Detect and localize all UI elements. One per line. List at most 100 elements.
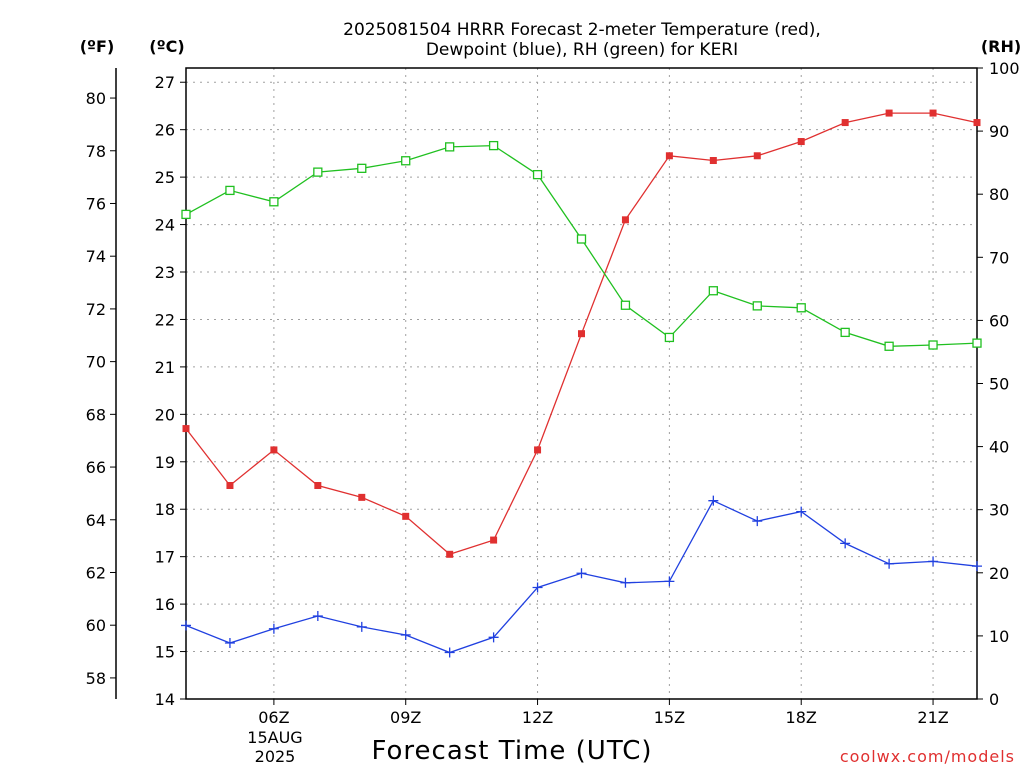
rh-point <box>532 169 543 180</box>
celsius-tick-label: 27 <box>155 73 175 92</box>
dewpoint-point <box>796 506 807 517</box>
dewpoint-point <box>620 577 631 588</box>
celsius-tick-label: 24 <box>155 216 175 235</box>
rh-point <box>708 286 718 296</box>
dewpoint-point <box>708 495 719 506</box>
dewpoint-point <box>972 561 982 572</box>
date-label-day: 15AUG <box>247 728 302 747</box>
fahrenheit-tick-label: 74 <box>86 247 106 266</box>
fahrenheit-tick-label: 66 <box>86 458 106 477</box>
rh-tick-label: 60 <box>989 311 1009 330</box>
rh-point <box>752 301 762 311</box>
temperature-point <box>929 109 937 117</box>
chart-title: 2025081504 HRRR Forecast 2-meter Tempera… <box>343 20 821 60</box>
temperature-point <box>973 119 981 127</box>
celsius-tick-label: 23 <box>155 263 175 282</box>
temperature-point <box>753 152 761 160</box>
fahrenheit-tick-label: 76 <box>86 194 106 213</box>
celsius-tick-label: 17 <box>155 548 175 567</box>
credit-label: coolwx.com/models <box>840 747 1015 766</box>
fahrenheit-tick-label: 58 <box>86 669 106 688</box>
temperature-point <box>490 536 498 544</box>
rh-point <box>796 303 806 313</box>
celsius-tick-label: 14 <box>155 690 175 709</box>
fahrenheit-tick-label: 68 <box>86 405 106 424</box>
celsius-unit-label: (ºC) <box>149 37 184 56</box>
rh-point <box>620 300 631 310</box>
rh-point <box>972 338 982 348</box>
rh-point <box>401 156 411 166</box>
celsius-tick-label: 22 <box>155 310 175 329</box>
fahrenheit-unit-label: (ºF) <box>80 37 115 56</box>
rh-tick-label: 40 <box>989 438 1009 457</box>
rh-tick-label: 80 <box>989 185 1009 204</box>
dewpoint-point <box>444 647 455 658</box>
rh-unit-label: (RH) <box>981 37 1021 56</box>
x-tick-label: 21Z <box>917 708 948 727</box>
dewpoint-point <box>181 620 191 631</box>
rh-tick-label: 100 <box>989 59 1020 78</box>
dewpoint-point <box>576 568 587 579</box>
fahrenheit-tick-label: 80 <box>86 89 106 108</box>
rh-point <box>181 209 191 220</box>
temperature-point <box>841 119 849 127</box>
x-tick-label: 18Z <box>786 708 817 727</box>
rh-tick-label: 20 <box>989 564 1009 583</box>
temperature-point <box>182 425 190 433</box>
temperature-point <box>797 138 805 146</box>
temperature-point <box>314 482 322 490</box>
fahrenheit-tick-label: 64 <box>86 511 106 530</box>
fahrenheit-tick-label: 78 <box>86 142 106 161</box>
fahrenheit-tick-label: 62 <box>86 563 106 582</box>
rh-point <box>664 332 675 343</box>
rh-point <box>840 327 850 338</box>
date-label-year: 2025 <box>255 747 296 766</box>
rh-point <box>357 163 367 173</box>
celsius-tick-label: 20 <box>155 405 175 424</box>
temperature-point <box>534 446 542 454</box>
dewpoint-point <box>488 632 499 643</box>
dewpoint-point <box>840 538 851 549</box>
temperature-point <box>226 482 234 490</box>
temperature-point <box>402 512 410 520</box>
fahrenheit-tick-label: 72 <box>86 300 106 319</box>
dewpoint-point <box>664 576 675 587</box>
x-tick-label: 06Z <box>258 708 289 727</box>
temperature-point <box>358 493 366 501</box>
rh-tick-label: 0 <box>989 690 999 709</box>
rh-point <box>225 185 235 196</box>
celsius-tick-label: 21 <box>155 358 175 377</box>
dewpoint-point <box>884 558 895 569</box>
dewpoint-point <box>224 638 235 649</box>
temperature-point <box>885 109 893 117</box>
dewpoint-point <box>532 582 543 593</box>
rh-point <box>884 341 894 351</box>
dewpoint-point <box>268 623 279 634</box>
fahrenheit-tick-label: 70 <box>86 353 106 372</box>
rh-series <box>181 140 982 351</box>
rh-tick-label: 90 <box>989 122 1009 141</box>
chart-title-line2: Dewpoint (blue), RH (green) for KERI <box>426 40 738 60</box>
dewpoint-point <box>752 516 763 527</box>
temperature-series <box>182 109 981 558</box>
rh-point <box>488 140 499 151</box>
rh-point <box>269 197 279 207</box>
temperature-point <box>270 446 278 454</box>
rh-point <box>445 142 455 152</box>
rh-line <box>185 144 978 347</box>
celsius-tick-label: 16 <box>155 595 175 614</box>
data-series <box>181 109 982 658</box>
rh-point <box>313 167 323 177</box>
celsius-tick-label: 15 <box>155 643 175 662</box>
temperature-point <box>621 216 629 224</box>
dewpoint-point <box>400 629 411 640</box>
dewpoint-point <box>312 610 323 621</box>
rh-tick-label: 50 <box>989 375 1009 394</box>
celsius-tick-label: 25 <box>155 168 175 187</box>
rh-tick-label: 30 <box>989 501 1009 520</box>
dewpoint-point <box>928 556 939 567</box>
axes: 14 15 16 17 18 19 20 21 22 23 24 25 26 27 58 60 62 64 66 68… <box>86 59 1020 727</box>
rh-tick-label: 10 <box>989 627 1009 646</box>
celsius-tick-label: 19 <box>155 453 175 472</box>
temperature-point <box>665 152 673 160</box>
